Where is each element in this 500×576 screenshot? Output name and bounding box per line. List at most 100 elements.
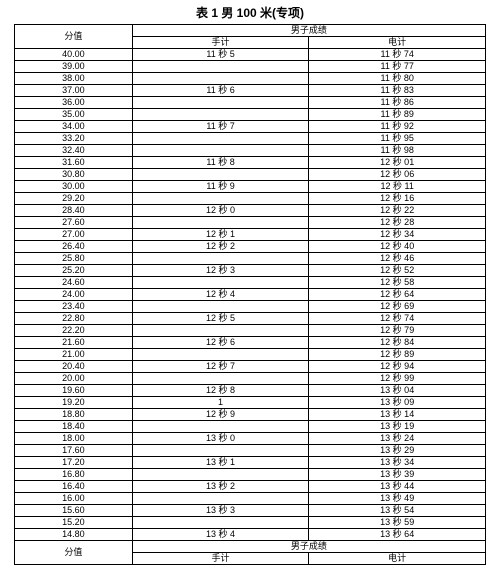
cell-elec: 12 秒 84 bbox=[309, 337, 486, 349]
table-row: 19.20113 秒 09 bbox=[15, 397, 486, 409]
cell-elec: 11 秒 89 bbox=[309, 109, 486, 121]
cell-score: 24.00 bbox=[15, 289, 133, 301]
cell-score: 32.40 bbox=[15, 145, 133, 157]
cell-elec: 12 秒 22 bbox=[309, 205, 486, 217]
cell-score: 18.40 bbox=[15, 421, 133, 433]
cell-score: 15.20 bbox=[15, 517, 133, 529]
cell-elec: 12 秒 69 bbox=[309, 301, 486, 313]
cell-hand: 12 秒 8 bbox=[132, 385, 309, 397]
cell-score: 16.00 bbox=[15, 493, 133, 505]
cell-score: 30.80 bbox=[15, 169, 133, 181]
cell-hand bbox=[132, 61, 309, 73]
cell-elec: 12 秒 52 bbox=[309, 265, 486, 277]
table-row: 16.8013 秒 39 bbox=[15, 469, 486, 481]
cell-score: 34.00 bbox=[15, 121, 133, 133]
cell-score: 25.20 bbox=[15, 265, 133, 277]
cell-elec: 11 秒 92 bbox=[309, 121, 486, 133]
cell-hand: 12 秒 1 bbox=[132, 229, 309, 241]
cell-score: 38.00 bbox=[15, 73, 133, 85]
cell-elec: 11 秒 86 bbox=[309, 97, 486, 109]
cell-hand bbox=[132, 517, 309, 529]
table-row: 31.6011 秒 812 秒 01 bbox=[15, 157, 486, 169]
table-row: 22.2012 秒 79 bbox=[15, 325, 486, 337]
cell-hand: 11 秒 6 bbox=[132, 85, 309, 97]
cell-elec: 13 秒 14 bbox=[309, 409, 486, 421]
cell-score: 24.60 bbox=[15, 277, 133, 289]
cell-score: 17.60 bbox=[15, 445, 133, 457]
table-row: 29.2012 秒 16 bbox=[15, 193, 486, 205]
cell-hand: 12 秒 7 bbox=[132, 361, 309, 373]
table-header: 分值 男子成绩 手计 电计 bbox=[15, 25, 486, 49]
cell-hand: 13 秒 2 bbox=[132, 481, 309, 493]
cell-score: 33.20 bbox=[15, 133, 133, 145]
cell-elec: 12 秒 99 bbox=[309, 373, 486, 385]
cell-hand: 12 秒 3 bbox=[132, 265, 309, 277]
cell-hand bbox=[132, 97, 309, 109]
table-row: 19.6012 秒 813 秒 04 bbox=[15, 385, 486, 397]
table-title: 表 1 男 100 米(专项) bbox=[14, 4, 486, 21]
cell-elec: 13 秒 39 bbox=[309, 469, 486, 481]
cell-hand bbox=[132, 277, 309, 289]
cell-hand: 11 秒 8 bbox=[132, 157, 309, 169]
cell-elec: 12 秒 01 bbox=[309, 157, 486, 169]
cell-score: 19.20 bbox=[15, 397, 133, 409]
table-row: 26.4012 秒 212 秒 40 bbox=[15, 241, 486, 253]
cell-elec: 13 秒 24 bbox=[309, 433, 486, 445]
footer-elec: 电计 bbox=[309, 553, 486, 565]
cell-score: 19.60 bbox=[15, 385, 133, 397]
cell-elec: 13 秒 59 bbox=[309, 517, 486, 529]
cell-score: 22.80 bbox=[15, 313, 133, 325]
cell-hand: 12 秒 2 bbox=[132, 241, 309, 253]
table-row: 16.4013 秒 213 秒 44 bbox=[15, 481, 486, 493]
cell-elec: 12 秒 64 bbox=[309, 289, 486, 301]
cell-hand bbox=[132, 301, 309, 313]
cell-elec: 12 秒 46 bbox=[309, 253, 486, 265]
cell-elec: 12 秒 06 bbox=[309, 169, 486, 181]
header-score: 分值 bbox=[15, 25, 133, 49]
cell-score: 26.40 bbox=[15, 241, 133, 253]
footer-group: 男子成绩 bbox=[132, 541, 485, 553]
cell-hand: 13 秒 4 bbox=[132, 529, 309, 541]
table-row: 28.4012 秒 012 秒 22 bbox=[15, 205, 486, 217]
cell-score: 20.00 bbox=[15, 373, 133, 385]
cell-hand: 13 秒 0 bbox=[132, 433, 309, 445]
cell-elec: 13 秒 44 bbox=[309, 481, 486, 493]
cell-hand: 12 秒 0 bbox=[132, 205, 309, 217]
cell-hand: 11 秒 7 bbox=[132, 121, 309, 133]
cell-elec: 12 秒 58 bbox=[309, 277, 486, 289]
cell-hand: 13 秒 3 bbox=[132, 505, 309, 517]
table-body: 40.0011 秒 511 秒 7439.0011 秒 7738.0011 秒 … bbox=[15, 49, 486, 541]
table-row: 17.60 13 秒 29 bbox=[15, 445, 486, 457]
cell-hand: 12 秒 5 bbox=[132, 313, 309, 325]
cell-elec: 11 秒 95 bbox=[309, 133, 486, 145]
table-row: 37.0011 秒 611 秒 83 bbox=[15, 85, 486, 97]
cell-elec: 11 秒 98 bbox=[309, 145, 486, 157]
table-row: 14.8013 秒 413 秒 64 bbox=[15, 529, 486, 541]
cell-hand: 12 秒 6 bbox=[132, 337, 309, 349]
cell-elec: 11 秒 80 bbox=[309, 73, 486, 85]
cell-elec: 11 秒 83 bbox=[309, 85, 486, 97]
table-row: 18.8012 秒 913 秒 14 bbox=[15, 409, 486, 421]
cell-score: 18.80 bbox=[15, 409, 133, 421]
cell-score: 14.80 bbox=[15, 529, 133, 541]
cell-elec: 13 秒 29 bbox=[309, 445, 486, 457]
cell-hand: 11 秒 9 bbox=[132, 181, 309, 193]
cell-score: 27.60 bbox=[15, 217, 133, 229]
cell-elec: 12 秒 74 bbox=[309, 313, 486, 325]
cell-elec: 12 秒 28 bbox=[309, 217, 486, 229]
table-row: 38.00 11 秒 80 bbox=[15, 73, 486, 85]
table-footer: 分值 男子成绩 手计 电计 bbox=[15, 541, 486, 565]
table-row: 30.80 12 秒 06 bbox=[15, 169, 486, 181]
table-row: 15.6013 秒 313 秒 54 bbox=[15, 505, 486, 517]
table-row: 32.40 11 秒 98 bbox=[15, 145, 486, 157]
cell-score: 40.00 bbox=[15, 49, 133, 61]
cell-score: 36.00 bbox=[15, 97, 133, 109]
table-row: 17.2013 秒 113 秒 34 bbox=[15, 457, 486, 469]
table-row: 34.0011 秒 711 秒 92 bbox=[15, 121, 486, 133]
cell-hand bbox=[132, 349, 309, 361]
table-row: 35.0011 秒 89 bbox=[15, 109, 486, 121]
table-row: 24.60 12 秒 58 bbox=[15, 277, 486, 289]
table-row: 24.0012 秒 412 秒 64 bbox=[15, 289, 486, 301]
table-row: 15.20 13 秒 59 bbox=[15, 517, 486, 529]
cell-hand: 12 秒 9 bbox=[132, 409, 309, 421]
